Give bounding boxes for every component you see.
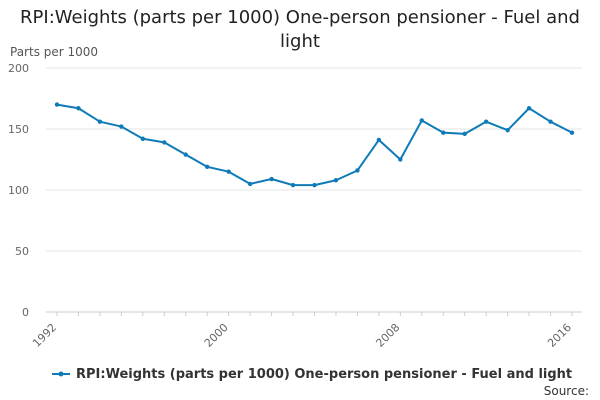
legend[interactable]: RPI:Weights (parts per 1000) One-person …	[52, 367, 572, 382]
data-point[interactable]	[140, 136, 146, 141]
data-point[interactable]	[312, 182, 317, 188]
data-point[interactable]	[247, 181, 253, 187]
data-point[interactable]	[462, 131, 467, 137]
data-point[interactable]	[119, 124, 124, 129]
chart-title: RPI:Weights (parts per 1000) One-person …	[20, 7, 580, 52]
data-point[interactable]	[269, 176, 274, 182]
data-point[interactable]	[162, 140, 167, 145]
data-point[interactable]	[419, 118, 424, 123]
data-point[interactable]	[505, 128, 510, 133]
data-point[interactable]	[76, 106, 81, 111]
data-point[interactable]	[333, 178, 339, 183]
data-point[interactable]	[376, 137, 382, 143]
y-tick-labels: 0 50 100 150 200	[8, 62, 29, 319]
series-layer	[54, 102, 575, 188]
y-tick-label: 150	[8, 123, 29, 136]
x-tick-label: 2000	[202, 321, 231, 350]
series-line[interactable]	[56, 103, 573, 187]
data-point[interactable]	[526, 106, 532, 111]
source-label[interactable]: Source:	[544, 384, 589, 398]
data-point[interactable]	[54, 102, 60, 107]
data-point[interactable]	[441, 130, 446, 135]
y-tick-label: 50	[15, 245, 29, 258]
x-tick-label: 2016	[545, 321, 574, 350]
data-point[interactable]	[569, 130, 575, 135]
legend-label: RPI:Weights (parts per 1000) One-person …	[76, 367, 572, 382]
data-point[interactable]	[205, 164, 210, 170]
x-tick-label: 2008	[373, 321, 402, 350]
data-point[interactable]	[483, 119, 489, 124]
y-tick-label: 200	[8, 62, 29, 75]
y-tick-label: 100	[8, 184, 29, 197]
data-point[interactable]	[183, 152, 188, 157]
data-point[interactable]	[355, 168, 360, 173]
data-point[interactable]	[398, 157, 403, 162]
data-point[interactable]	[548, 119, 553, 124]
legend-marker-swatch	[58, 371, 64, 377]
gridlines	[46, 67, 582, 313]
y-tick-label: 0	[22, 306, 29, 319]
x-axis: 1992 2000 2008 2016	[30, 311, 582, 350]
y-axis-title: Parts per 1000	[10, 45, 98, 59]
data-point[interactable]	[226, 169, 231, 174]
data-point[interactable]	[290, 182, 296, 188]
x-tick-label: 1992	[30, 321, 59, 350]
data-point[interactable]	[97, 119, 103, 124]
